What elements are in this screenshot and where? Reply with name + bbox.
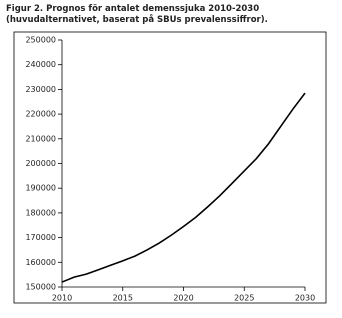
y-tick-label: 250000 (25, 36, 56, 45)
y-tick-label: 180000 (25, 208, 56, 217)
y-tick-label: 170000 (25, 233, 56, 242)
y-tick-label: 200000 (25, 159, 56, 168)
x-tick-label: 2020 (173, 294, 193, 303)
y-tick-label: 150000 (25, 283, 56, 292)
x-tick-label: 2030 (295, 294, 315, 303)
x-tick-label: 2010 (52, 294, 72, 303)
chart-title: Figur 2. Prognos för antalet demenssjuka… (6, 4, 268, 25)
y-tick-label: 160000 (25, 258, 56, 267)
y-tick-label: 210000 (25, 134, 56, 143)
y-tick-label: 240000 (25, 60, 56, 69)
line-series (61, 92, 306, 283)
chart-frame (13, 31, 327, 304)
x-tick-label: 2015 (113, 294, 133, 303)
y-tick-label: 190000 (25, 184, 56, 193)
y-tick-label: 220000 (25, 110, 56, 119)
y-tick-label: 230000 (25, 85, 56, 94)
x-tick-label: 2025 (234, 294, 254, 303)
